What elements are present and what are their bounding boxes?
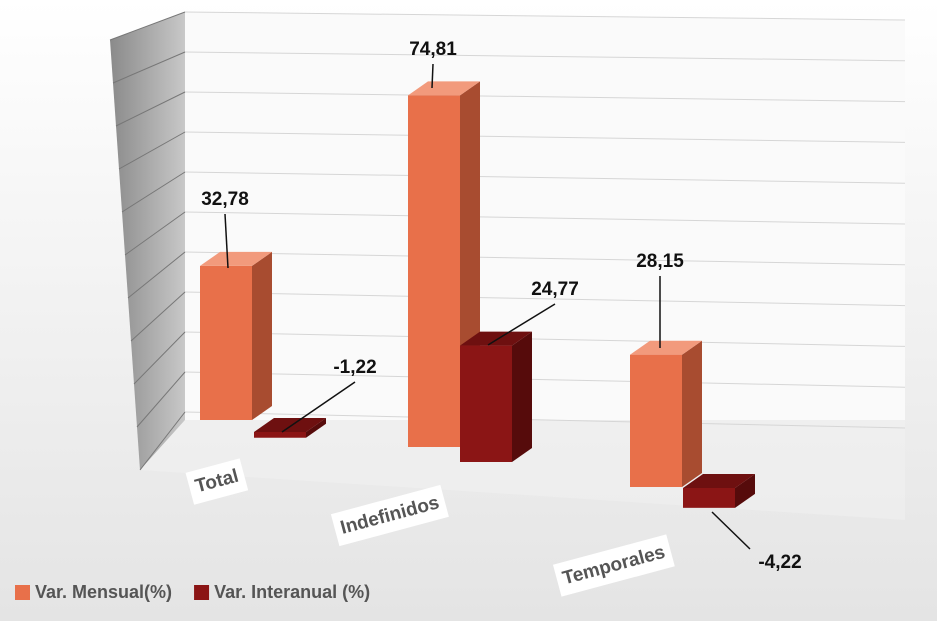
side-grid-line [136,371,186,428]
category-label-box [552,534,675,597]
grid-line [184,331,906,347]
grid-line [184,51,906,62]
leader-line [431,63,434,89]
bar-side [512,331,532,462]
value-label: 28,15 [636,251,684,272]
side-grid-line [109,11,186,41]
bar [630,354,682,487]
category-label-box [330,484,449,547]
grid-line [184,371,906,388]
value-label: -1,22 [333,357,376,378]
bar-top [683,474,755,488]
value-label: 74,81 [409,39,457,60]
value-label: -4,22 [758,552,801,573]
bar-side [306,418,326,438]
bar-top [408,81,480,96]
leader-line [224,213,229,269]
legend-swatch [194,585,210,600]
grid-line [184,251,906,266]
legend-label: Var. Interanual (%) [214,582,370,602]
leader-line [711,511,751,550]
bar [254,432,306,438]
leader-line [487,303,556,346]
bar-top [630,340,702,355]
grid-line [184,131,906,143]
value-label: 32,78 [201,189,249,210]
side-wall [110,12,185,470]
side-grid-line [124,211,186,256]
side-grid-line [118,131,186,170]
value-label: 24,77 [531,279,579,300]
bar-side [682,340,702,487]
side-grid-line [112,51,186,84]
grid [109,11,906,471]
grid-line [184,211,906,225]
legend-swatch [15,585,30,600]
labels: 32,7874,8128,15-1,2224,77-4,22TotalIndef… [15,39,802,602]
bar [408,95,460,447]
grid-line [184,291,906,307]
category-label-group: Total [185,458,249,505]
bar-top [200,251,272,266]
bar [460,345,512,462]
side-grid-line [121,171,186,213]
bar-side [252,251,272,420]
grid-line [184,411,906,429]
bar [683,488,735,508]
bar [200,265,252,420]
grid-line [184,11,906,21]
side-grid-line [130,291,186,342]
side-grid-line [139,411,186,471]
bar-side [735,474,755,508]
grid-line [184,171,906,184]
bars [200,81,755,508]
side-grid-line [115,91,186,127]
side-grid-line [133,331,186,385]
bar-top [460,331,532,346]
legend-label: Var. Mensual(%) [35,582,172,602]
category-label-box [185,458,249,505]
back-wall [185,12,905,420]
side-grid-line [127,251,186,299]
grid-line [184,91,906,103]
bar-top [254,418,326,432]
leader-line [281,381,356,433]
